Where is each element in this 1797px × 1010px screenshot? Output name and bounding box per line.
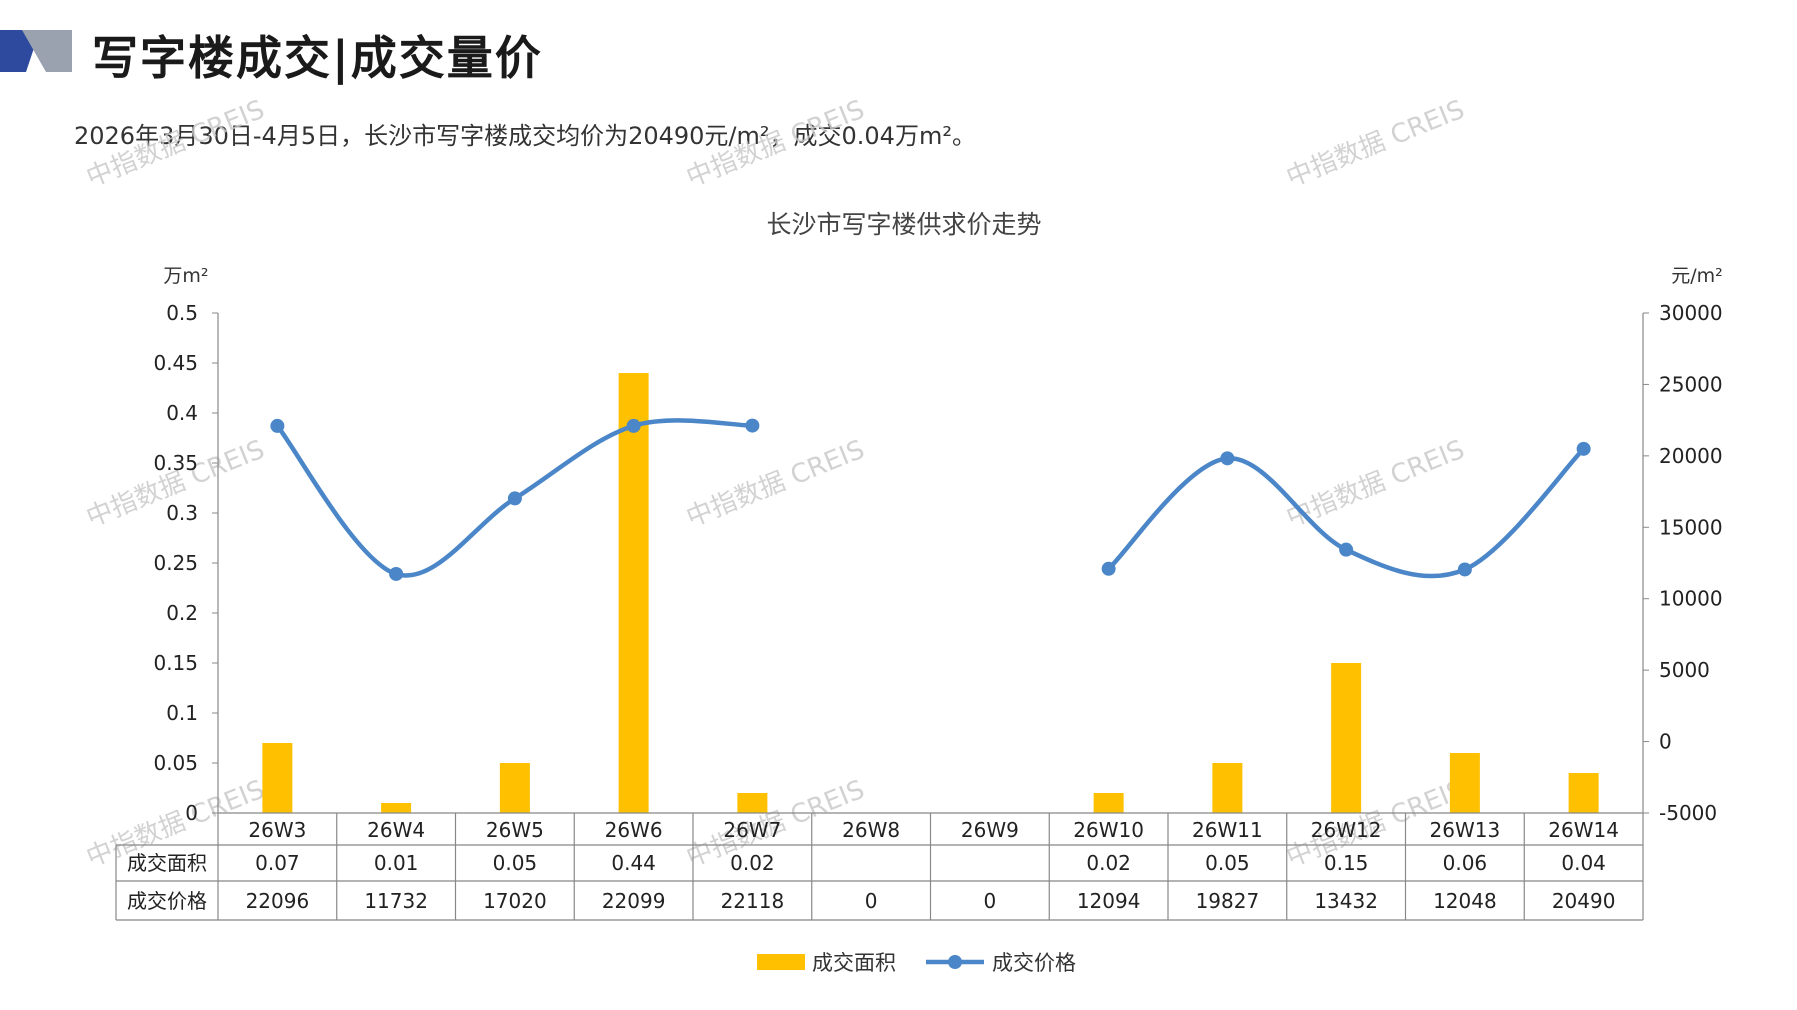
page-title: 写字楼成交|成交量价	[92, 31, 543, 85]
x-tick-label: 26W7	[723, 818, 781, 842]
price-point-26W6	[626, 418, 641, 433]
y-right-tick-label: 25000	[1659, 372, 1723, 396]
price-value-label: 12048	[1433, 889, 1497, 913]
price-point-26W10	[1101, 561, 1116, 576]
area-value-label: 0.04	[1561, 851, 1606, 875]
bar-26W12	[1331, 663, 1362, 813]
price-point-26W12	[1339, 542, 1354, 557]
y-right-unit: 元/m²	[1671, 265, 1723, 287]
bar-26W13	[1449, 753, 1480, 813]
y-left-tick-label: 0.35	[153, 451, 198, 475]
legend-label-price: 成交价格	[992, 951, 1076, 975]
price-value-label: 12094	[1077, 889, 1141, 913]
summary-text: 2026年3月30日-4月5日，长沙市写字楼成交均价为20490元/m²，成交0…	[74, 122, 976, 150]
y-right-tick-label: 15000	[1659, 515, 1723, 539]
brand-logo	[0, 30, 72, 72]
y-left-unit: 万m²	[163, 265, 208, 287]
x-tick-label: 26W12	[1311, 818, 1382, 842]
area-value-label: 0.15	[1324, 851, 1369, 875]
chart-title: 长沙市写字楼供求价走势	[766, 210, 1041, 239]
y-right-tick-label: 30000	[1659, 301, 1723, 325]
price-value-label: 19827	[1196, 889, 1260, 913]
price-value-label: 22118	[721, 889, 785, 913]
x-tick-label: 26W9	[961, 818, 1019, 842]
price-point-26W7	[745, 418, 760, 433]
y-left-tick-label: 0.1	[166, 701, 198, 725]
area-value-label: 0.07	[255, 851, 300, 875]
area-value-label: 0.44	[611, 851, 656, 875]
y-right-tick-label: 20000	[1659, 444, 1723, 468]
bar-26W14	[1568, 773, 1599, 813]
x-tick-label: 26W8	[842, 818, 900, 842]
bar-26W10	[1093, 793, 1124, 813]
price-point-26W5	[507, 491, 522, 506]
price-value-label: 13432	[1314, 889, 1378, 913]
y-left-tick-label: 0.45	[153, 351, 198, 375]
x-tick-label: 26W4	[367, 818, 425, 842]
price-value-label: 20490	[1552, 889, 1616, 913]
price-point-26W3	[270, 418, 285, 433]
price-value-label: 22096	[246, 889, 310, 913]
table-row-header-price: 成交价格	[127, 889, 207, 913]
y-left-tick-label: 0.2	[166, 601, 198, 625]
area-value-label: 0.05	[1205, 851, 1250, 875]
table-row-header-area: 成交面积	[127, 851, 207, 875]
x-tick-label: 26W13	[1430, 818, 1501, 842]
y-right-tick-label: 5000	[1659, 658, 1710, 682]
area-value-label: 0.05	[493, 851, 538, 875]
y-right-tick-label: 0	[1659, 730, 1672, 754]
price-point-26W14	[1576, 441, 1591, 456]
bar-26W7	[737, 793, 768, 813]
bar-26W5	[499, 763, 530, 813]
bar-26W6	[618, 373, 649, 813]
price-value-label: 11732	[364, 889, 428, 913]
y-left-tick-label: 0.15	[153, 651, 198, 675]
y-left-tick-label: 0.3	[166, 501, 198, 525]
x-tick-label: 26W3	[248, 818, 306, 842]
bar-26W3	[262, 743, 293, 813]
price-value-label: 0	[865, 889, 878, 913]
price-line-segment-2	[1106, 446, 1586, 579]
x-tick-label: 26W10	[1073, 818, 1144, 842]
y-left-tick-label: 0.4	[166, 401, 198, 425]
x-tick-label: 26W6	[605, 818, 663, 842]
price-line-segment-1	[275, 418, 755, 578]
price-point-26W4	[389, 566, 404, 581]
y-left-tick-label: 0.25	[153, 551, 198, 575]
y-left-tick-label: 0.5	[166, 301, 198, 325]
legend-swatch-point	[948, 955, 962, 969]
price-value-label: 17020	[483, 889, 547, 913]
price-point-26W11	[1220, 451, 1235, 466]
area-value-label: 0.01	[374, 851, 419, 875]
y-right-tick-label: 10000	[1659, 587, 1723, 611]
area-value-label: 0.06	[1443, 851, 1488, 875]
x-tick-label: 26W11	[1192, 818, 1263, 842]
x-tick-label: 26W14	[1548, 818, 1619, 842]
y-right-tick-label: -5000	[1659, 801, 1717, 825]
price-value-label: 22099	[602, 889, 666, 913]
price-point-26W13	[1457, 562, 1472, 577]
price-value-label: 0	[984, 889, 997, 913]
area-value-label: 0.02	[730, 851, 775, 875]
bar-26W4	[381, 803, 412, 813]
x-tick-label: 26W5	[486, 818, 544, 842]
legend-label-area: 成交面积	[812, 951, 896, 975]
logo-light-block	[22, 30, 72, 72]
area-value-label: 0.02	[1086, 851, 1131, 875]
legend-swatch-area	[757, 954, 805, 970]
bar-26W11	[1212, 763, 1243, 813]
y-left-tick-label: 0	[185, 801, 198, 825]
y-left-tick-label: 0.05	[153, 751, 198, 775]
